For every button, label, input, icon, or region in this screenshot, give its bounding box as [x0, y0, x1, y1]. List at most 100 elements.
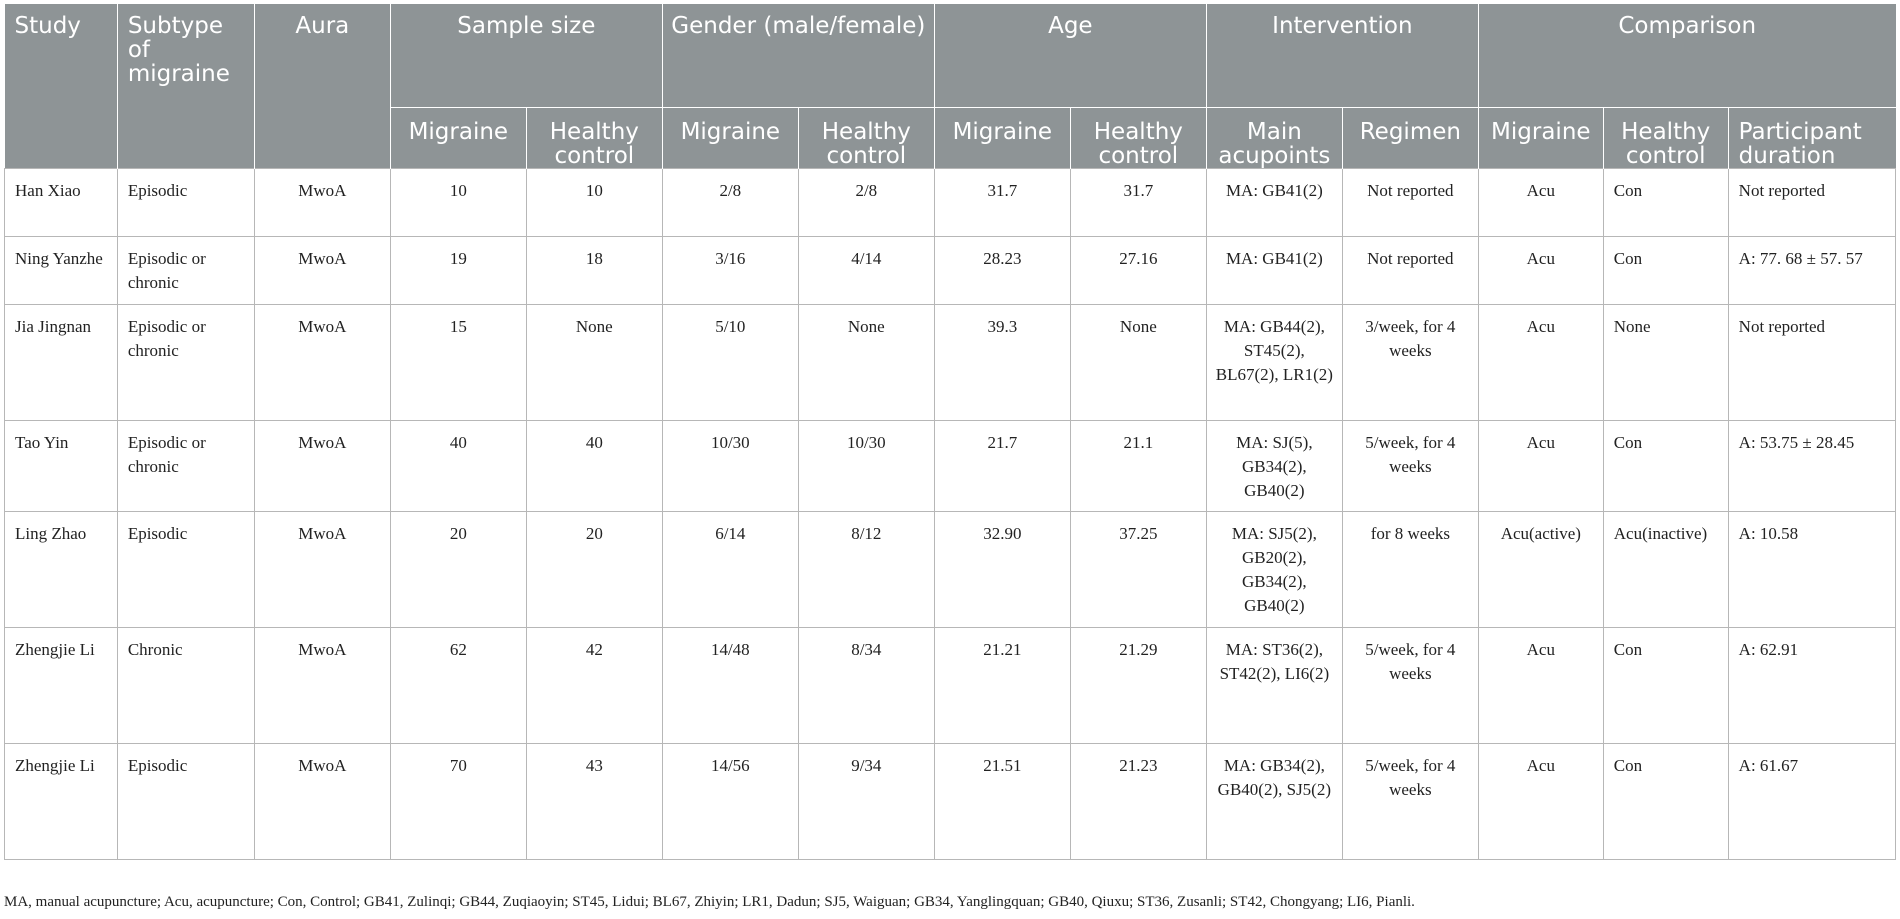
- cell-regimen: Not reported: [1341, 168, 1479, 237]
- subheader-age-migraine: Migraine: [934, 107, 1071, 169]
- subheader-sample-migraine: Migraine: [390, 107, 527, 169]
- cell-sample-migraine: 70: [389, 743, 527, 860]
- cell-gender-healthy: 9/34: [797, 743, 935, 860]
- cell-aura: MwoA: [253, 168, 391, 237]
- cell-comparison-healthy: None: [1602, 304, 1729, 421]
- cell-study: Jia Jingnan: [4, 304, 118, 421]
- cell-aura: MwoA: [253, 743, 391, 860]
- cell-gender-healthy: 2/8: [797, 168, 935, 237]
- study-characteristics-table: Study Subtype of migraine Aura Sample si…: [4, 4, 1897, 860]
- header-aura: Aura: [254, 4, 391, 169]
- cell-sample-migraine: 19: [389, 236, 527, 305]
- cell-aura: MwoA: [253, 627, 391, 744]
- cell-gender-migraine: 5/10: [661, 304, 799, 421]
- cell-age-healthy: 21.1: [1069, 420, 1207, 512]
- cell-duration: Not reported: [1727, 168, 1897, 237]
- cell-sample-migraine: 20: [389, 511, 527, 628]
- cell-subtype: Episodic: [116, 743, 255, 860]
- table-row: Han Xiao Episodic MwoA 10 10 2/8 2/8 31.…: [4, 168, 1897, 237]
- cell-duration: A: 61.67: [1727, 743, 1897, 860]
- cell-regimen: for 8 weeks: [1341, 511, 1479, 628]
- cell-sample-healthy: 40: [525, 420, 663, 512]
- cell-comparison-migraine: Acu: [1477, 743, 1604, 860]
- cell-age-healthy: None: [1069, 304, 1207, 421]
- header-comparison: Comparison: [1478, 4, 1896, 108]
- subheader-sample-healthy: Healthy control: [526, 107, 663, 169]
- cell-gender-migraine: 6/14: [661, 511, 799, 628]
- cell-regimen: 5/week, for 4 weeks: [1341, 627, 1479, 744]
- cell-age-migraine: 39.3: [933, 304, 1071, 421]
- cell-gender-healthy: 8/34: [797, 627, 935, 744]
- subheader-gender-healthy: Healthy control: [798, 107, 935, 169]
- cell-aura: MwoA: [253, 420, 391, 512]
- cell-subtype: Episodic: [116, 168, 255, 237]
- cell-regimen: 5/week, for 4 weeks: [1341, 743, 1479, 860]
- cell-aura: MwoA: [253, 236, 391, 305]
- cell-comparison-migraine: Acu: [1477, 304, 1604, 421]
- cell-sample-migraine: 62: [389, 627, 527, 744]
- cell-acupoints: MA: GB41(2): [1205, 168, 1343, 237]
- cell-sample-migraine: 40: [389, 420, 527, 512]
- table-row: Ling Zhao Episodic MwoA 20 20 6/14 8/12 …: [4, 511, 1897, 628]
- table-footnote: MA, manual acupuncture; Acu, acupuncture…: [4, 894, 1415, 910]
- cell-acupoints: MA: ST36(2), ST42(2), LI6(2): [1205, 627, 1343, 744]
- subheader-age-healthy: Healthy control: [1070, 107, 1207, 169]
- cell-aura: MwoA: [253, 511, 391, 628]
- cell-duration: Not reported: [1727, 304, 1897, 421]
- cell-age-migraine: 21.51: [933, 743, 1071, 860]
- cell-acupoints: MA: GB44(2), ST45(2), BL67(2), LR1(2): [1205, 304, 1343, 421]
- cell-gender-healthy: 4/14: [797, 236, 935, 305]
- subheader-main-acupoints: Main acupoints: [1206, 107, 1343, 169]
- cell-comparison-healthy: Con: [1602, 236, 1729, 305]
- cell-age-migraine: 32.90: [933, 511, 1071, 628]
- cell-subtype: Chronic: [116, 627, 255, 744]
- cell-age-healthy: 27.16: [1069, 236, 1207, 305]
- table-row: Zhengjie Li Chronic MwoA 62 42 14/48 8/3…: [4, 627, 1897, 744]
- cell-sample-healthy: 20: [525, 511, 663, 628]
- header-age: Age: [934, 4, 1207, 108]
- cell-acupoints: MA: SJ5(2), GB20(2), GB34(2), GB40(2): [1205, 511, 1343, 628]
- table-body: Han Xiao Episodic MwoA 10 10 2/8 2/8 31.…: [4, 168, 1897, 860]
- cell-gender-migraine: 3/16: [661, 236, 799, 305]
- cell-age-healthy: 37.25: [1069, 511, 1207, 628]
- header-subtype: Subtype of migraine: [117, 4, 255, 169]
- subheader-participant-duration: Participant duration: [1728, 107, 1896, 169]
- cell-comparison-migraine: Acu: [1477, 627, 1604, 744]
- cell-comparison-migraine: Acu(active): [1477, 511, 1604, 628]
- cell-study: Zhengjie Li: [4, 743, 118, 860]
- cell-subtype: Episodic or chronic: [116, 420, 255, 512]
- cell-sample-healthy: 43: [525, 743, 663, 860]
- cell-sample-healthy: None: [525, 304, 663, 421]
- header-study: Study: [4, 4, 118, 169]
- cell-comparison-healthy: Con: [1602, 420, 1729, 512]
- cell-comparison-migraine: Acu: [1477, 420, 1604, 512]
- cell-age-migraine: 28.23: [933, 236, 1071, 305]
- table-row: Ning Yanzhe Episodic or chronic MwoA 19 …: [4, 236, 1897, 305]
- cell-age-migraine: 21.7: [933, 420, 1071, 512]
- cell-comparison-migraine: Acu: [1477, 168, 1604, 237]
- header-gender: Gender (male/female): [662, 4, 935, 108]
- cell-subtype: Episodic: [116, 511, 255, 628]
- cell-sample-healthy: 18: [525, 236, 663, 305]
- cell-sample-healthy: 42: [525, 627, 663, 744]
- cell-study: Ling Zhao: [4, 511, 118, 628]
- header-intervention: Intervention: [1206, 4, 1479, 108]
- subheader-regimen: Regimen: [1342, 107, 1479, 169]
- cell-duration: A: 53.75 ± 28.45: [1727, 420, 1897, 512]
- cell-acupoints: MA: GB41(2): [1205, 236, 1343, 305]
- cell-gender-healthy: 8/12: [797, 511, 935, 628]
- header-sample-size: Sample size: [390, 4, 663, 108]
- cell-regimen: 3/week, for 4 weeks: [1341, 304, 1479, 421]
- table-header: Study Subtype of migraine Aura Sample si…: [4, 4, 1896, 169]
- cell-comparison-healthy: Acu(inactive): [1602, 511, 1729, 628]
- cell-gender-migraine: 14/48: [661, 627, 799, 744]
- table-container: Study Subtype of migraine Aura Sample si…: [4, 4, 1897, 860]
- cell-duration: A: 77. 68 ± 57. 57: [1727, 236, 1897, 305]
- subheader-comparison-migraine: Migraine: [1478, 107, 1604, 169]
- cell-study: Ning Yanzhe: [4, 236, 118, 305]
- cell-gender-migraine: 14/56: [661, 743, 799, 860]
- cell-acupoints: MA: SJ(5), GB34(2), GB40(2): [1205, 420, 1343, 512]
- table-row: Tao Yin Episodic or chronic MwoA 40 40 1…: [4, 420, 1897, 512]
- cell-sample-migraine: 10: [389, 168, 527, 237]
- cell-comparison-healthy: Con: [1602, 168, 1729, 237]
